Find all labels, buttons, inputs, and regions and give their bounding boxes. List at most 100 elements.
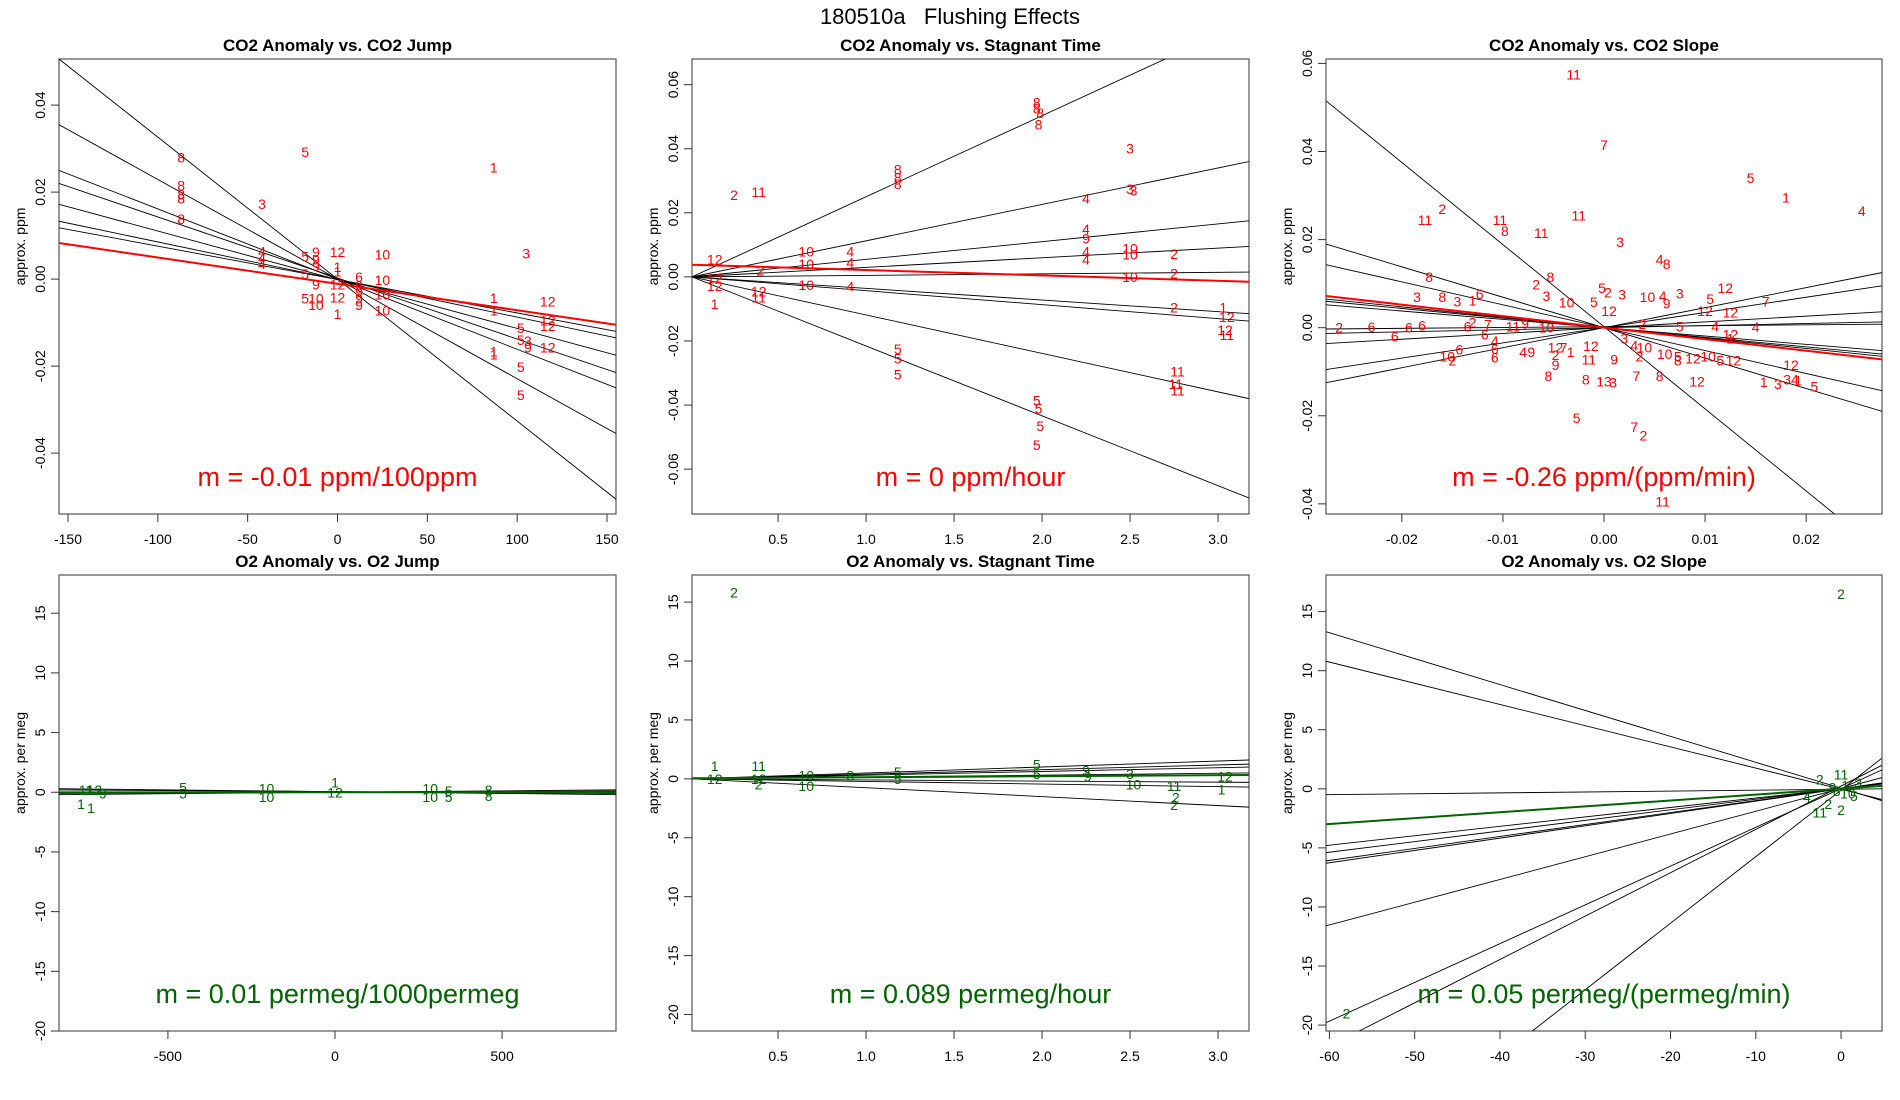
y-tick-label: -0.02 <box>1299 400 1315 432</box>
data-point-label: 2 <box>1640 428 1648 444</box>
overall-fit-line <box>692 773 1249 780</box>
x-tick-label: 0 <box>331 1048 339 1064</box>
data-point-label: 1 <box>1469 292 1477 308</box>
data-point-label: 4 <box>846 254 854 270</box>
data-point-label: 5 <box>894 764 902 780</box>
y-axis-label: approx. per meg <box>1279 712 1295 814</box>
data-point-label: 4 <box>258 244 266 260</box>
data-point-label: 5 <box>1033 437 1041 453</box>
data-point-label: 5 <box>1676 318 1684 334</box>
data-point-label: 8 <box>1033 101 1041 117</box>
data-point-label: 11 <box>1534 225 1549 241</box>
data-point-label: 2 <box>1172 790 1180 806</box>
fit-line <box>59 227 616 332</box>
data-point-label: 12 <box>327 784 343 800</box>
fit-line <box>692 276 1249 322</box>
data-point-label: 5 <box>1033 392 1041 408</box>
fit-line <box>1326 783 1882 846</box>
data-point-label: 3 <box>1542 288 1550 304</box>
data-point-label: 4 <box>1082 190 1090 206</box>
data-point-label: 12 <box>707 251 723 267</box>
data-point-label: 10 <box>375 286 391 302</box>
data-point-label: 1 <box>334 306 342 322</box>
data-point-label: 10 <box>259 781 275 797</box>
data-point-label: 10 <box>1539 320 1555 336</box>
data-point-label: 4 <box>846 279 854 295</box>
data-point-label: 9 <box>524 339 532 355</box>
fit-line <box>692 763 1249 780</box>
fit-line <box>692 778 1249 788</box>
data-point-label: 12 <box>1583 338 1599 354</box>
data-point-label: 8 <box>1663 256 1671 272</box>
data-point-label: 10 <box>1559 295 1575 311</box>
data-point-label: 5 <box>1590 294 1598 310</box>
y-tick-label: 0.00 <box>665 263 681 290</box>
x-tick-label: -30 <box>1575 1048 1595 1064</box>
data-point-label: 2 <box>1635 348 1643 364</box>
data-point-label: 9 <box>1082 763 1090 779</box>
data-point-label: 3 <box>1413 289 1421 305</box>
data-point-label: 12 <box>751 283 767 299</box>
overall-fit-line <box>692 263 1249 283</box>
data-point-label: 2 <box>1639 316 1647 332</box>
y-tick-label: 5 <box>1299 726 1315 734</box>
x-tick-label: -0.01 <box>1487 531 1519 547</box>
data-point-label: 11 <box>1582 351 1597 367</box>
x-tick-label: 0 <box>334 531 342 547</box>
y-axis-label: approx. ppm <box>645 208 661 286</box>
data-point-label: 1 <box>1794 373 1802 389</box>
data-point-label: 11 <box>1566 66 1581 82</box>
y-axis-label: approx. ppm <box>12 208 28 286</box>
plot-frame <box>691 58 1250 515</box>
y-axis-label: approx. per meg <box>645 712 661 814</box>
data-point-label: 11 <box>751 758 766 774</box>
data-point-label: 2 <box>757 262 765 278</box>
fit-line <box>692 276 1249 315</box>
overall-fit-line <box>1326 784 1882 826</box>
data-point-label: 8 <box>1438 289 1446 305</box>
data-point-label: 10 <box>1700 348 1716 364</box>
data-point-label: 10 <box>308 291 324 307</box>
data-point-label: 13 <box>1596 373 1612 389</box>
fit-line <box>692 245 1249 278</box>
data-point-label: 6 <box>1405 320 1413 336</box>
plot-frame <box>1325 574 1883 1032</box>
data-point-label: 5 <box>301 266 309 282</box>
fit-line <box>692 276 1249 499</box>
y-tick-label: 10 <box>1299 663 1315 679</box>
y-tick-label: 15 <box>665 594 681 610</box>
fit-line <box>1326 788 1882 796</box>
data-point-label: 10 <box>798 767 814 783</box>
data-point-label: 5 <box>1810 378 1818 394</box>
y-tick-label: -0.02 <box>665 325 681 357</box>
data-point-label: 12 <box>1217 768 1233 784</box>
data-point-label: 8 <box>894 176 902 192</box>
data-point-label: 12 <box>1697 303 1713 319</box>
data-point-label: 11 <box>1220 327 1235 343</box>
panel-1: CO2 Anomaly vs. CO2 Jump-150 -100 -50 0 50 10… <box>12 36 619 547</box>
fit-line <box>1326 783 1882 854</box>
data-point-label: 4 <box>1082 221 1090 237</box>
data-point-label: 2 <box>1532 277 1540 293</box>
fit-line <box>1326 631 1882 802</box>
fit-line <box>692 220 1249 278</box>
data-point-label: 11 <box>1418 212 1433 228</box>
data-point-label: 11 <box>751 184 766 200</box>
x-tick-label: 0.02 <box>1793 531 1820 547</box>
data-point-label: 12 <box>1548 340 1564 356</box>
data-point-label: 12 <box>540 318 556 334</box>
data-point-label: 10 <box>1122 246 1138 262</box>
plot-frame <box>58 574 617 1032</box>
data-point-label: 3 <box>1126 181 1134 197</box>
data-point-label: 6 <box>1481 326 1489 342</box>
data-point-label: 12 <box>751 771 767 787</box>
data-point-label: 1 <box>490 346 498 362</box>
data-point-label: 7 <box>1560 340 1568 356</box>
data-point-label: 5 <box>894 351 902 367</box>
data-point-label: 12 <box>707 278 723 294</box>
fit-line <box>692 759 1249 780</box>
y-tick-label: 0.00 <box>32 265 48 292</box>
data-point-label: 1 <box>334 263 342 279</box>
